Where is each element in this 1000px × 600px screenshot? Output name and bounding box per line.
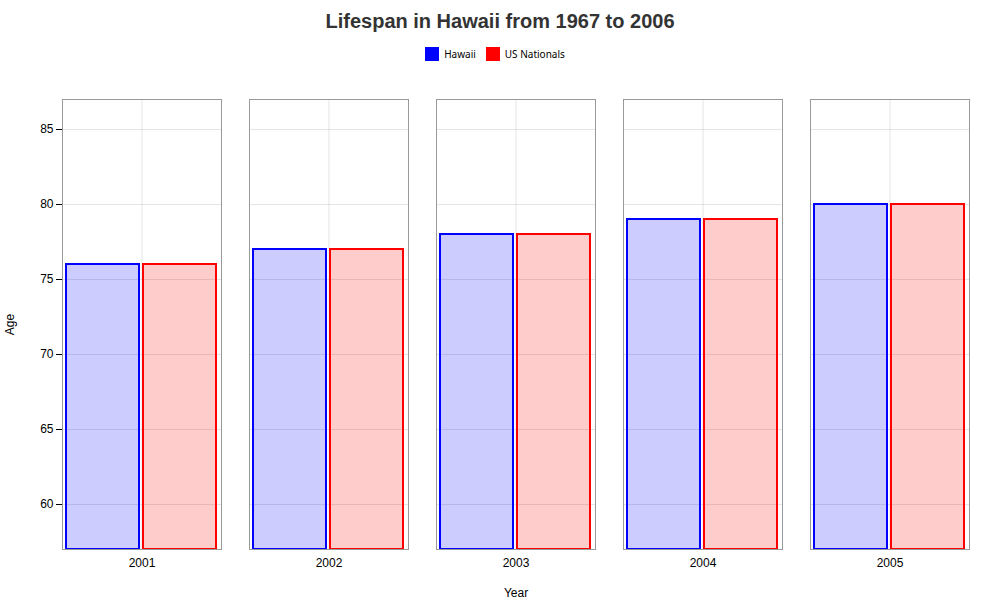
svg-text:60: 60 bbox=[40, 497, 54, 511]
svg-text:Year: Year bbox=[504, 586, 528, 600]
svg-text:2003: 2003 bbox=[503, 556, 530, 570]
svg-text:2001: 2001 bbox=[129, 556, 156, 570]
svg-text:2005: 2005 bbox=[877, 556, 904, 570]
svg-text:75: 75 bbox=[40, 272, 54, 286]
html-text:US Nationals: US Nationals bbox=[504, 46, 565, 61]
svg-text:70: 70 bbox=[40, 347, 54, 361]
svg-text:2004: 2004 bbox=[690, 556, 717, 570]
svg-text:65: 65 bbox=[40, 422, 54, 436]
svg-text:2002: 2002 bbox=[316, 556, 343, 570]
svg-text:80: 80 bbox=[40, 197, 54, 211]
html-text:Hawaii: Hawaii bbox=[444, 46, 476, 61]
html-text:Lifespan in Hawaii from 1967 t: Lifespan in Hawaii from 1967 to 2006 bbox=[325, 10, 675, 32]
svg-text:85: 85 bbox=[40, 122, 54, 136]
svg-text:Age: Age bbox=[3, 314, 17, 336]
